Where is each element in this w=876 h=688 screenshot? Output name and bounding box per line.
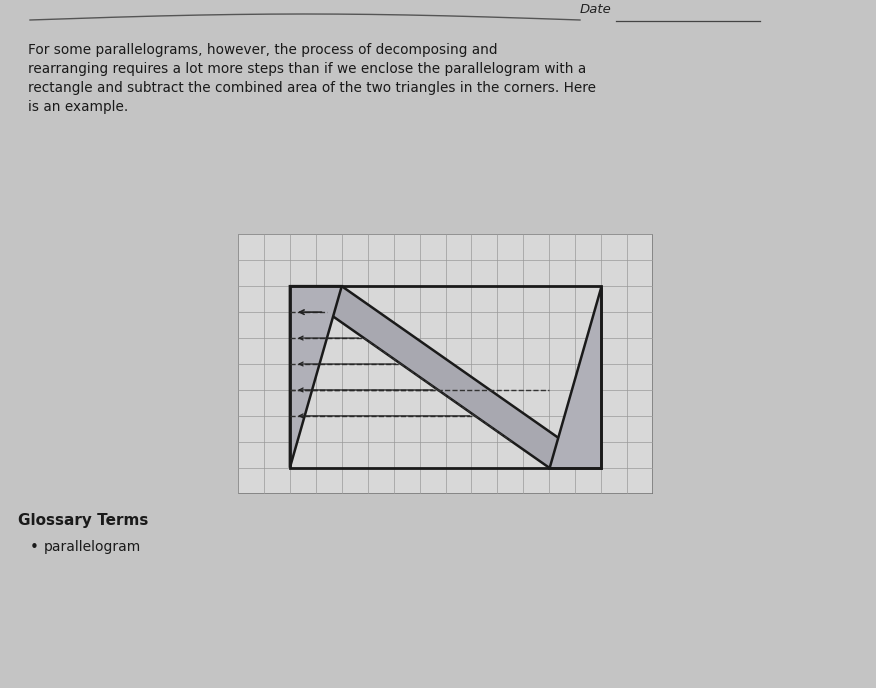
Text: For some parallelograms, however, the process of decomposing and: For some parallelograms, however, the pr… [28, 43, 498, 57]
Text: rectangle and subtract the combined area of the two triangles in the corners. He: rectangle and subtract the combined area… [28, 81, 596, 95]
Text: is an example.: is an example. [28, 100, 128, 114]
Polygon shape [549, 286, 601, 468]
Text: parallelogram: parallelogram [44, 540, 141, 554]
Text: Glossary Terms: Glossary Terms [18, 513, 148, 528]
Text: Date: Date [580, 3, 611, 16]
Text: rearranging requires a lot more steps than if we enclose the parallelogram with : rearranging requires a lot more steps th… [28, 62, 586, 76]
Polygon shape [290, 286, 342, 468]
Polygon shape [290, 286, 601, 468]
Bar [290, 286, 601, 468]
Text: •: • [30, 540, 39, 555]
